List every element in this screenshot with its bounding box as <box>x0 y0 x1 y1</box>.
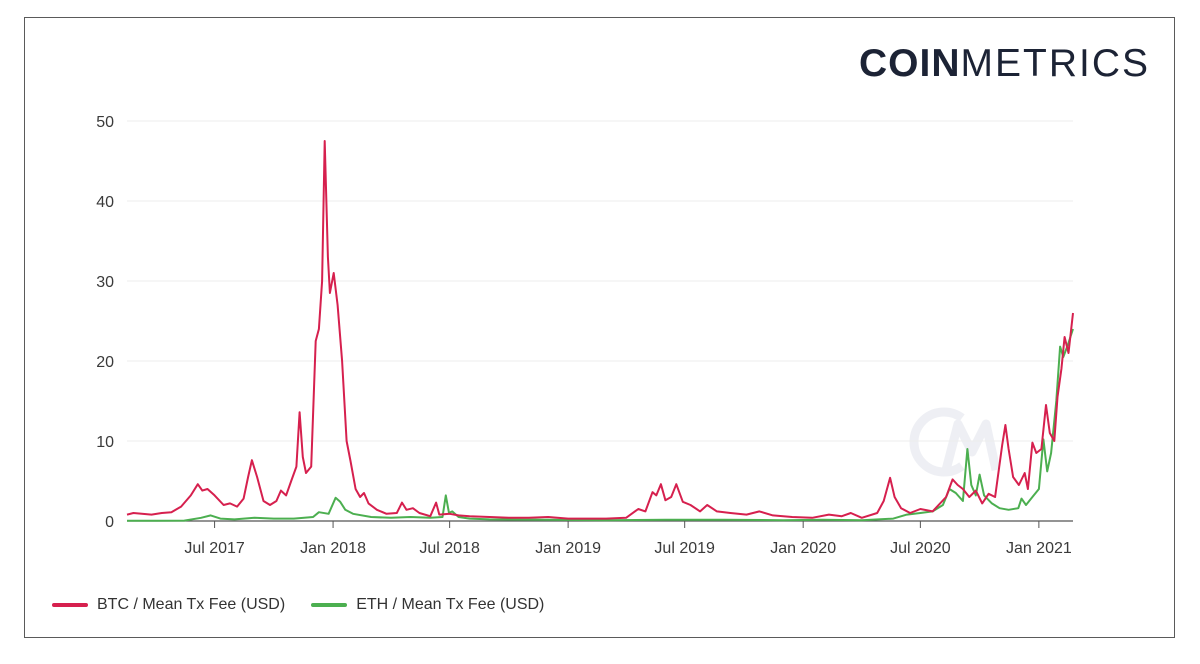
y-tick-label-50: 50 <box>96 114 114 131</box>
y-tick-label-40: 40 <box>96 194 114 211</box>
x-tick-label-3: Jan 2019 <box>535 540 601 557</box>
logo-light-text: METRICS <box>960 42 1150 85</box>
y-tick-label-30: 30 <box>96 274 114 291</box>
cm-watermark-icon <box>909 407 1001 477</box>
legend-label-btc: BTC / Mean Tx Fee (USD) <box>97 596 286 613</box>
x-tick-label-5: Jan 2020 <box>770 540 836 557</box>
series-line-0 <box>126 140 1074 520</box>
legend-swatch-btc <box>52 603 88 607</box>
legend-item-btc[interactable]: BTC / Mean Tx Fee (USD) <box>52 596 285 614</box>
x-tick-label-0: Jul 2017 <box>184 540 245 557</box>
x-tick-label-7: Jan 2021 <box>1006 540 1072 557</box>
coinmetrics-logo: COINMETRICS <box>859 44 1150 83</box>
x-axis-ticks: Jul 2017 Jan 2018 Jul 2018 Jan 2019 Jul 2019… <box>184 521 1072 557</box>
y-tick-label-20: 20 <box>96 354 114 371</box>
x-tick-label-4: Jul 2019 <box>654 540 715 557</box>
legend-label-eth: ETH / Mean Tx Fee (USD) <box>356 596 545 613</box>
x-tick-label-6: Jul 2020 <box>890 540 951 557</box>
legend: BTC / Mean Tx Fee (USD) ETH / Mean Tx Fe… <box>52 596 544 614</box>
y-axis-ticks: 0 10 20 30 40 50 <box>96 114 114 531</box>
y-tick-label-10: 10 <box>96 434 114 451</box>
series-lines <box>126 140 1074 522</box>
series-line-1 <box>127 328 1074 522</box>
y-tick-label-0: 0 <box>105 514 114 531</box>
legend-item-eth[interactable]: ETH / Mean Tx Fee (USD) <box>311 596 544 614</box>
x-tick-label-1: Jan 2018 <box>300 540 366 557</box>
x-tick-label-2: Jul 2018 <box>419 540 480 557</box>
y-gridlines <box>127 120 1073 442</box>
logo-bold-text: COIN <box>859 42 961 85</box>
legend-swatch-eth <box>311 603 348 607</box>
